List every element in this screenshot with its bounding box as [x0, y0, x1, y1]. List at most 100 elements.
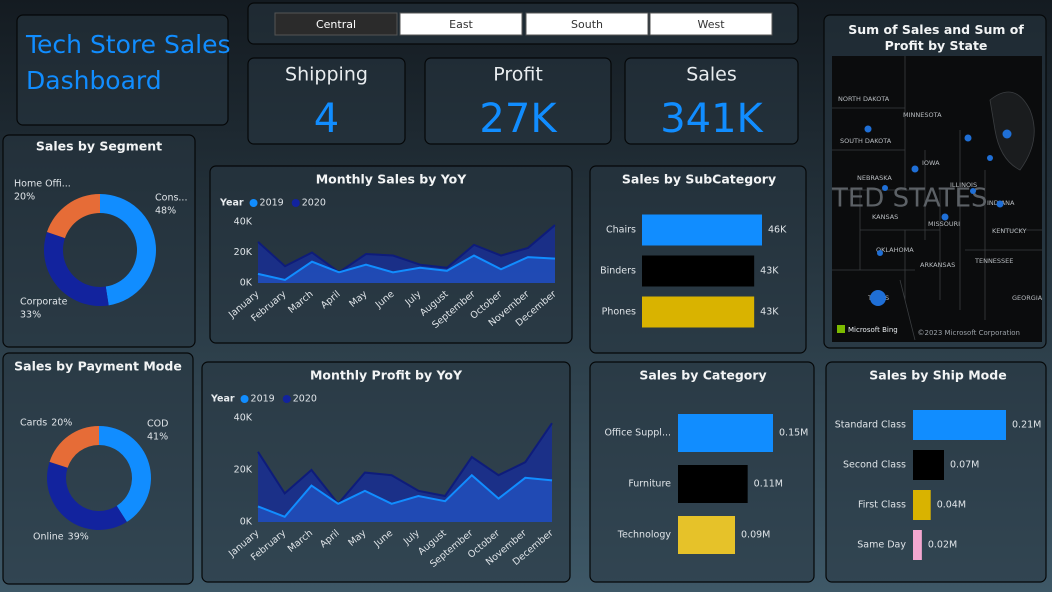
donut-slice [49, 426, 99, 468]
kpi-label: Sales [686, 64, 737, 86]
slicer-button[interactable] [274, 12, 398, 36]
chart-panel [2, 134, 196, 348]
bar [678, 414, 773, 452]
slicer-button[interactable] [525, 12, 649, 36]
bar-value-label: 0.09M [741, 530, 770, 541]
slice-label: Cons... [155, 193, 187, 204]
slice-label: Home Offi... [14, 179, 71, 190]
state-label: ILLINOIS [950, 181, 977, 189]
charts: Sales by Segment Cons... 48% Corporate 33% Ho… [2, 134, 1047, 585]
y-tick-label: 40K [234, 217, 253, 228]
legend-label: 2020 [293, 394, 317, 405]
bar-value-label: 0.11M [754, 479, 783, 490]
chart-title: Sales by Segment [36, 139, 162, 154]
bubble [996, 200, 1004, 208]
kpi-label: Shipping [285, 64, 368, 86]
map-bubbles [864, 125, 1012, 306]
bubble [882, 185, 888, 191]
bar-value-label: 0.07M [950, 460, 979, 471]
slicer-label[interactable]: West [697, 18, 725, 31]
donut-slice [44, 232, 109, 306]
map-credit: Microsoft Bing [848, 326, 898, 334]
chart-title: Sales by SubCategory [622, 172, 776, 187]
area [258, 475, 552, 522]
map-watermark: TED STATES [831, 184, 988, 214]
slice-value: 39% [68, 532, 89, 543]
bubble [987, 155, 993, 161]
kpi-value: 341K [660, 96, 764, 142]
bar-value-label: 0.15M [779, 428, 808, 439]
legend-label: 2019 [260, 198, 284, 209]
map-copyright: ©2023 Microsoft Corporation [918, 329, 1020, 337]
slicer-option[interactable]: West [649, 12, 773, 36]
bar-value-label: 0.04M [937, 500, 966, 511]
slice-label: Online [33, 532, 64, 543]
bar [913, 490, 931, 520]
slicer-option[interactable]: South [525, 12, 649, 36]
kpi-label: Profit [493, 64, 543, 86]
bar [642, 214, 762, 246]
lake [989, 91, 1035, 171]
bar-value-label: 46K [768, 225, 787, 236]
state-label: KANSAS [872, 213, 898, 221]
slicer-button[interactable] [399, 12, 523, 36]
legend-title: Year [219, 198, 244, 209]
state-label: NORTH DAKOTA [838, 95, 890, 103]
bar-value-label: 43K [760, 307, 779, 318]
kpi-card [624, 57, 799, 145]
legend-swatch [249, 199, 258, 207]
bubble [864, 125, 872, 133]
donut-slice [46, 194, 100, 239]
bar [678, 516, 735, 554]
chart: Sales by SubCategory Chairs 46K Binders 43K P… [589, 165, 807, 354]
slicer-option[interactable]: East [399, 12, 523, 36]
y-tick-label: 20K [234, 247, 253, 258]
slicer-label[interactable]: East [449, 18, 473, 31]
bar-category: Second Class [843, 460, 906, 471]
slice-label: Corporate [20, 297, 68, 308]
legend-label: 2019 [251, 394, 275, 405]
donut-slice [100, 194, 156, 306]
chart: Sales by Segment Cons... 48% Corporate 33% Ho… [2, 134, 196, 348]
chart: Monthly Profit by YoY 0K 20K 40K Year 2019 202… [201, 361, 571, 583]
donut-slice [47, 461, 127, 530]
state-label: OKLAHOMA [876, 246, 914, 254]
chart: Monthly Sales by YoY 0K 20K 40K Year 2019 2020… [209, 165, 573, 344]
bar-category: First Class [858, 500, 906, 511]
chart-title: Monthly Sales by YoY [316, 172, 468, 187]
y-tick-label: 20K [234, 465, 253, 476]
y-tick-label: 0K [240, 278, 253, 289]
bubble [941, 213, 949, 221]
state-label: MINNESOTA [903, 111, 942, 119]
bar-value-label: 43K [760, 266, 779, 277]
bar [913, 410, 1006, 440]
slicer-option[interactable]: Central [274, 12, 398, 36]
legend-title: Year [210, 394, 235, 405]
slicer-label[interactable]: Central [316, 18, 356, 31]
map-labels: NORTH DAKOTA MINNESOTA SOUTH DAKOTA IOWA NEB… [838, 95, 1043, 302]
chart-title: Sales by Category [639, 368, 766, 383]
slicer-label[interactable]: South [571, 18, 603, 31]
line [257, 254, 556, 282]
line [257, 422, 553, 506]
chart: Sales by Category Office Suppl... 0.15M Fur… [589, 361, 815, 583]
kpi-card [424, 57, 612, 145]
slice-value: 48% [155, 206, 176, 217]
chart: Sales by Ship Mode Standard Class 0.21M Sec… [825, 361, 1047, 583]
bar [642, 255, 755, 287]
bar [913, 450, 944, 480]
y-tick-label: 0K [240, 517, 253, 528]
line [257, 224, 556, 274]
bar-category: Technology [617, 530, 672, 541]
bar-category: Office Suppl... [604, 428, 671, 439]
kpi-value: 4 [314, 96, 339, 142]
map-borders [832, 56, 1042, 341]
state-label: SOUTH DAKOTA [840, 137, 892, 145]
state-label: KENTUCKY [992, 227, 1027, 235]
slicer-button[interactable] [649, 12, 773, 36]
chart-title: Sales by Payment Mode [14, 359, 182, 374]
line [257, 473, 553, 518]
bar-category: Same Day [857, 540, 906, 551]
slice-value: 20% [14, 192, 35, 203]
